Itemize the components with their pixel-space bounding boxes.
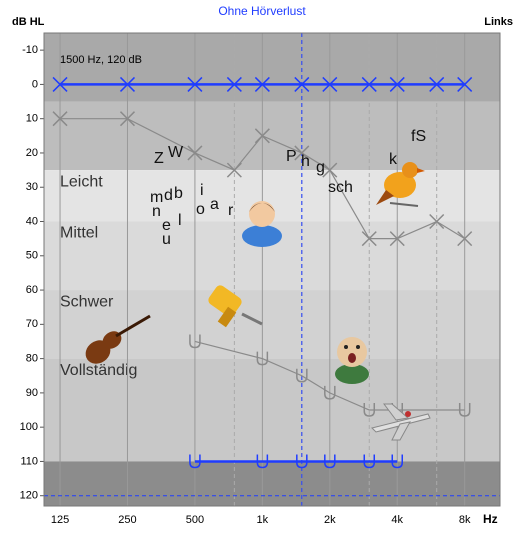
y-tick-label: 80 [26, 353, 38, 365]
y-tick-label: 0 [32, 78, 38, 90]
u-marker [391, 454, 403, 469]
x-tick-label: 8k [459, 514, 471, 526]
u-marker [296, 368, 308, 383]
y-tick-label: 110 [20, 455, 38, 467]
phoneme: r [228, 202, 234, 219]
phoneme: d [164, 187, 173, 204]
baby-icon [335, 337, 369, 384]
phoneme: Z [154, 150, 164, 167]
plot-frame [43, 32, 501, 507]
x-marker [119, 111, 136, 127]
x-axis-label: Hz [483, 512, 498, 526]
phoneme: fS [411, 128, 426, 145]
x-marker [429, 213, 445, 230]
zone-band [44, 33, 500, 102]
bird-icon [376, 162, 425, 207]
y-tick-label: 40 [26, 215, 38, 227]
x-marker [389, 231, 405, 247]
zone-band [44, 461, 500, 506]
x-marker [389, 76, 405, 92]
y-tick-label: 120 [20, 490, 38, 502]
chart-title: Ohne Hörverlust [218, 4, 306, 18]
phoneme: sch [328, 179, 353, 196]
zone-band [44, 101, 500, 171]
u-marker [324, 454, 336, 469]
u-marker [256, 454, 269, 469]
cursor-info: 1500 Hz, 120 dB [60, 54, 142, 66]
u-marker [458, 403, 471, 417]
x-marker [322, 76, 338, 92]
u-marker [363, 454, 376, 469]
u-marker [189, 454, 201, 469]
person-icon [242, 201, 282, 247]
x-marker [254, 128, 270, 144]
phoneme: e [162, 217, 171, 234]
u-marker [363, 403, 376, 417]
zone-label: Schwer [60, 293, 114, 310]
y-tick-label: 30 [26, 181, 38, 193]
phoneme: o [196, 201, 205, 218]
y-tick-label: 10 [26, 113, 38, 125]
x-marker [361, 231, 377, 247]
x-marker [294, 145, 310, 161]
x-marker [322, 162, 338, 178]
zone-label: Vollständig [60, 362, 137, 379]
y-tick-label: 60 [26, 284, 38, 296]
phoneme: k [389, 151, 398, 168]
phoneme-labels: Z W P h g sch k fS m d b i n o a r e l u [150, 128, 426, 248]
u-marker [296, 454, 308, 469]
y-axis-label: dB HL [12, 16, 45, 28]
u-marker [189, 334, 201, 349]
x-marker [457, 76, 473, 92]
u-marker [256, 351, 269, 366]
drill-icon [208, 285, 263, 328]
phoneme: P [286, 148, 297, 165]
y-tick-label: 100 [20, 421, 38, 433]
x-marker [52, 76, 68, 92]
phoneme: a [210, 196, 219, 213]
x-marker [361, 76, 377, 92]
zone-band [44, 290, 500, 359]
phoneme: m [150, 189, 163, 206]
phoneme: b [174, 185, 183, 202]
violin-icon [85, 314, 151, 364]
u-marker [324, 385, 336, 400]
x-marker [429, 76, 445, 92]
x-marker [226, 76, 242, 92]
phoneme: g [316, 159, 325, 176]
x-marker [187, 145, 203, 161]
x-marker [52, 111, 68, 127]
phoneme: h [301, 153, 310, 170]
y-tick-label: -10 [22, 44, 38, 56]
x-marker [457, 231, 473, 247]
phoneme: i [200, 182, 204, 199]
y-tick-label: 90 [26, 387, 38, 399]
x-marker [119, 76, 136, 92]
airplane-icon [371, 403, 431, 441]
x-tick-label: 125 [51, 514, 69, 526]
x-tick-label: 2k [324, 514, 336, 526]
phoneme: W [168, 144, 184, 161]
x-marker [294, 76, 310, 92]
phoneme: n [152, 203, 161, 220]
x-tick-label: 250 [118, 514, 136, 526]
x-marker [254, 76, 270, 92]
zone-label: Leicht [60, 173, 103, 190]
icons [85, 162, 431, 441]
x-marker [226, 162, 242, 178]
x-tick-label: 500 [186, 514, 204, 526]
x-marker [187, 76, 203, 92]
phoneme: u [162, 231, 171, 248]
x-tick-label: 1k [257, 514, 269, 526]
y-tick-label: 20 [26, 147, 38, 159]
side-label: Links [484, 16, 513, 28]
zone-label: Mittel [60, 225, 98, 242]
y-tick-label: 50 [26, 250, 38, 262]
phoneme: l [178, 212, 182, 229]
y-tick-label: 70 [26, 318, 38, 330]
x-tick-label: 4k [391, 514, 403, 526]
